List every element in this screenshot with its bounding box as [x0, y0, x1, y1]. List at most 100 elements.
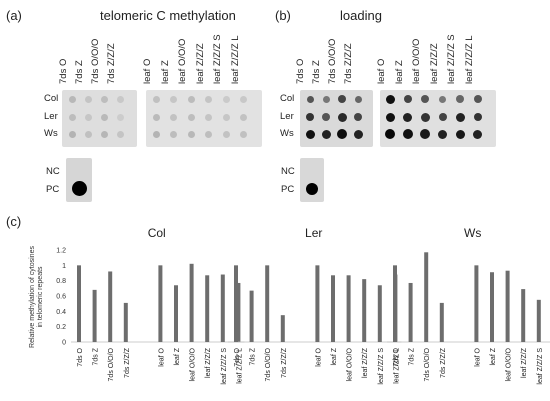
panel-a-blot-dot — [187, 95, 195, 103]
panel-a-blot-dot — [152, 95, 160, 103]
panel-b-blot-dot — [354, 113, 362, 121]
panel-a-pc-dot — [72, 181, 87, 196]
panel-a-blot-dot — [205, 113, 212, 121]
group-title: Ler — [305, 226, 322, 240]
x-tick-label: leaf O/O/O — [506, 347, 513, 381]
y-tick-label: 0.6 — [56, 294, 66, 301]
bar — [505, 270, 510, 342]
panel-a-blot-dot — [152, 130, 160, 138]
panel-a-blot-dot — [170, 130, 177, 138]
panel-a-blot-dot — [152, 113, 160, 121]
y-axis-label-line2: in telomeric repeats — [37, 266, 44, 328]
panel-a-blot-dot — [84, 130, 92, 138]
x-tick-label: leaf O — [474, 347, 481, 366]
bar — [158, 265, 163, 342]
bar — [189, 263, 194, 342]
x-tick-label: 7ds Z/Z/Z — [281, 347, 288, 378]
y-tick-label: 0.8 — [56, 278, 66, 285]
bar — [234, 265, 238, 342]
bar — [474, 265, 479, 342]
panel-b-blot-dot — [455, 129, 465, 139]
x-tick-label: leaf O/O/O — [190, 347, 197, 381]
panel-a-nc-label: NC — [46, 166, 60, 177]
x-tick-label: leaf Z/Z/Z S — [537, 348, 544, 385]
x-tick-label: leaf O/O/O — [347, 347, 354, 381]
panel-a-blot-dot — [116, 130, 124, 138]
panel-b-blot-dot — [402, 129, 413, 139]
x-tick-label: 7ds O/O/O — [424, 347, 431, 381]
panel-b-blot-dot — [337, 112, 347, 122]
x-tick-label: 7ds Z — [93, 347, 100, 365]
panel-b-row-label: Col — [280, 93, 295, 104]
x-tick-label: 7ds O — [393, 347, 400, 366]
panel-b-row-label: Ws — [280, 128, 294, 139]
x-tick-label: 7ds O/O/O — [265, 347, 272, 381]
y-tick-label: 0.4 — [56, 309, 66, 316]
panel-b-blot-dot — [439, 95, 446, 103]
x-tick-label: 7ds O/O/O — [108, 347, 115, 381]
y-tick-label: 0 — [62, 340, 66, 347]
x-tick-label: leaf Z/Z/Z L — [393, 348, 400, 384]
bar — [331, 275, 335, 342]
panel-a-blot-dot — [205, 130, 212, 138]
panel-a-blot-dot — [100, 130, 108, 138]
panel-b-blot-dot — [353, 129, 363, 139]
bar — [265, 265, 270, 342]
x-tick-label: leaf O — [315, 347, 322, 366]
panel-a-row-label: Ler — [44, 111, 58, 122]
panel-a-blot-dot — [170, 95, 177, 103]
group-title: Col — [148, 226, 166, 240]
bar — [362, 279, 367, 342]
panel-b-blot-dot — [456, 95, 464, 103]
panel-b-blot-dot — [421, 95, 429, 103]
panel-a-row-label: Col — [44, 93, 59, 104]
panel-b-blot-dot — [385, 94, 395, 104]
panel-a-blot-dot — [222, 113, 230, 121]
panel-b-blot-dot — [455, 112, 465, 122]
panel-a-blot-dot — [222, 95, 230, 103]
x-tick-label: leaf Z — [490, 347, 497, 365]
x-tick-label: 7ds Z — [409, 347, 416, 365]
x-tick-label: leaf Z/Z/Z S — [221, 348, 228, 385]
panel-b-blot-left — [300, 90, 373, 147]
bar — [377, 285, 382, 342]
panel-a-pc-label: PC — [46, 184, 60, 195]
panel-a-letter: (a) — [6, 8, 22, 23]
panel-b-blot-dot — [438, 129, 447, 139]
x-tick-label: 7ds Z/Z/Z — [440, 347, 447, 378]
panel-a-blot-left — [62, 90, 137, 147]
panel-b-control-blot — [300, 158, 324, 202]
panel-a-blot-dot — [205, 95, 212, 103]
x-tick-label: 7ds O — [234, 347, 241, 366]
bar — [393, 265, 397, 342]
panel-b-blot-right — [380, 90, 496, 147]
panel-b-blot-dot — [306, 95, 314, 103]
y-axis-label-line1: Relative methylation of cytosines — [29, 246, 36, 348]
panel-a-blot-dot — [100, 95, 108, 103]
panel-a-blot-dot — [222, 130, 230, 138]
panel-b-blot-dot — [385, 129, 395, 139]
panel-a-blot-dot — [68, 95, 76, 103]
panel-b-blot-dot — [385, 112, 395, 122]
bar — [424, 252, 429, 342]
x-tick-label: 7ds O — [77, 347, 84, 366]
bar — [536, 299, 541, 342]
x-tick-label: leaf Z — [331, 347, 338, 365]
panel-b-pc-dot — [306, 183, 318, 195]
panel-b-pc-label: PC — [281, 184, 295, 195]
bar — [408, 282, 413, 342]
panel-a-blot-dot — [240, 130, 247, 138]
bar — [220, 274, 225, 342]
panel-a-blot-right — [146, 90, 262, 147]
x-tick-label: leaf Z/Z/Z S — [378, 348, 385, 385]
panel-b-blot-dot — [337, 129, 347, 139]
panel-c-letter: (c) — [6, 214, 22, 229]
panel-a-blot-dot — [170, 113, 177, 121]
bar — [92, 289, 97, 342]
panel-a-blot-dot — [84, 113, 92, 121]
panel-a-title: telomeric C methylation — [100, 8, 236, 23]
panel-b-blot-dot — [403, 95, 412, 103]
y-tick-label: 1 — [62, 263, 66, 270]
panel-b-blot-dot — [322, 113, 330, 121]
